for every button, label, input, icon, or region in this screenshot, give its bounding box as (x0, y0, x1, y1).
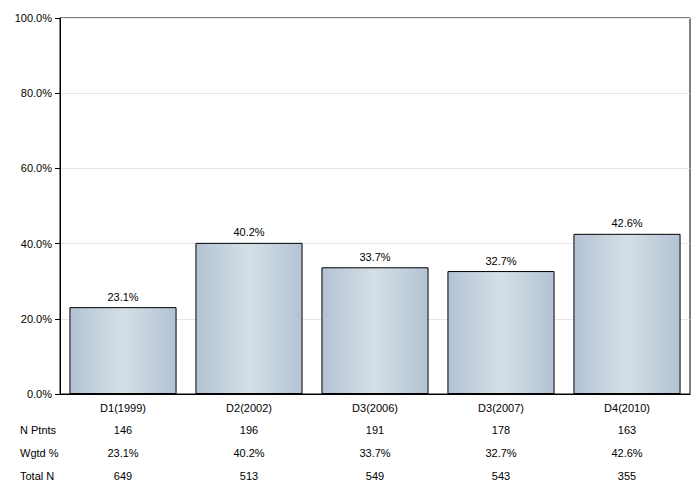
svg-text:100.0%: 100.0% (15, 12, 53, 24)
svg-text:20.0%: 20.0% (21, 313, 52, 325)
svg-text:40.2%: 40.2% (233, 447, 264, 459)
svg-text:23.1%: 23.1% (107, 447, 138, 459)
svg-text:40.2%: 40.2% (233, 226, 264, 238)
svg-text:N Ptnts: N Ptnts (20, 424, 57, 436)
svg-text:42.6%: 42.6% (611, 217, 642, 229)
svg-text:146: 146 (114, 424, 132, 436)
svg-text:23.1%: 23.1% (107, 291, 138, 303)
svg-text:D4(2010): D4(2010) (604, 402, 650, 414)
svg-text:513: 513 (240, 470, 258, 482)
svg-text:33.7%: 33.7% (359, 447, 390, 459)
svg-text:543: 543 (492, 470, 510, 482)
svg-text:D2(2002): D2(2002) (226, 402, 272, 414)
svg-text:D3(2006): D3(2006) (352, 402, 398, 414)
svg-text:0.0%: 0.0% (27, 388, 52, 400)
svg-text:32.7%: 32.7% (485, 447, 516, 459)
svg-text:42.6%: 42.6% (611, 447, 642, 459)
svg-text:33.7%: 33.7% (359, 251, 390, 263)
svg-text:32.7%: 32.7% (485, 255, 516, 267)
svg-text:178: 178 (492, 424, 510, 436)
svg-text:80.0%: 80.0% (21, 87, 52, 99)
svg-text:40.0%: 40.0% (21, 238, 52, 250)
svg-text:60.0%: 60.0% (21, 162, 52, 174)
svg-text:196: 196 (240, 424, 258, 436)
svg-text:355: 355 (618, 470, 636, 482)
svg-text:191: 191 (366, 424, 384, 436)
svg-text:549: 549 (366, 470, 384, 482)
svg-text:D1(1999): D1(1999) (100, 402, 146, 414)
svg-text:Total N: Total N (20, 470, 54, 482)
svg-text:163: 163 (618, 424, 636, 436)
svg-text:649: 649 (114, 470, 132, 482)
svg-text:Wgtd %: Wgtd % (20, 447, 59, 459)
svg-text:D3(2007): D3(2007) (478, 402, 524, 414)
